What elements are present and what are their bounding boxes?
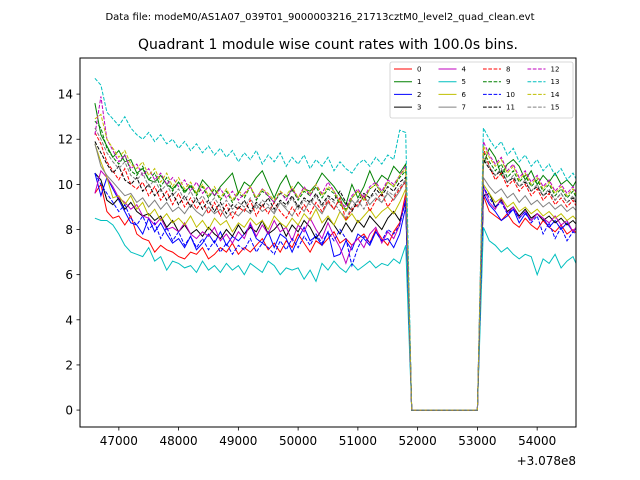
legend-label-7: 7 — [462, 104, 466, 112]
series-line-2 — [94, 172, 576, 411]
legend-label-3: 3 — [417, 104, 421, 112]
y-axis: 0 2 4 6 8 10 12 14 — [58, 88, 80, 418]
legend-label-15: 15 — [551, 104, 560, 112]
y-tick-label: 12 — [58, 133, 73, 147]
series-layer — [94, 77, 576, 411]
series-line-4 — [94, 169, 576, 411]
legend-label-8: 8 — [506, 66, 510, 74]
legend-label-2: 2 — [417, 91, 421, 99]
legend-label-10: 10 — [506, 91, 515, 99]
series-line-15 — [94, 127, 576, 411]
series-line-11 — [94, 141, 576, 411]
legend-frame — [389, 61, 574, 119]
y-tick-label: 2 — [65, 358, 73, 372]
y-tick-label: 10 — [58, 178, 73, 192]
series-line-10 — [94, 172, 576, 411]
x-tick-label: 52000 — [399, 434, 437, 448]
x-tick-label: 48000 — [160, 434, 198, 448]
x-tick-label: 53000 — [458, 434, 496, 448]
series-line-8 — [94, 132, 576, 411]
x-tick-label: 54000 — [518, 434, 556, 448]
x-axis: 47000 48000 49000 50000 51000 52000 53000 54000 — [100, 427, 556, 448]
series-line-9 — [94, 120, 576, 411]
legend-label-4: 4 — [462, 66, 467, 74]
y-tick-label: 6 — [65, 268, 73, 282]
series-line-12 — [94, 96, 576, 411]
series-line-3 — [94, 172, 576, 411]
legend-label-11: 11 — [506, 104, 515, 112]
legend-label-5: 5 — [462, 78, 466, 86]
x-tick-label: 47000 — [100, 434, 138, 448]
legend-label-1: 1 — [417, 78, 421, 86]
legend-label-9: 9 — [506, 78, 510, 86]
x-tick-label: 49000 — [219, 434, 257, 448]
plot-area-frame — [79, 57, 577, 428]
series-line-6 — [94, 143, 576, 411]
series-line-5 — [94, 217, 576, 411]
legend-label-0: 0 — [417, 66, 421, 74]
x-tick-label: 51000 — [339, 434, 377, 448]
y-tick-label: 0 — [65, 404, 73, 418]
y-tick-label: 8 — [65, 223, 73, 237]
series-line-14 — [94, 113, 576, 411]
series-line-13 — [94, 77, 576, 411]
y-tick-label: 14 — [58, 88, 73, 102]
x-axis-offset-label: +3.078e8 — [517, 454, 576, 468]
x-tick-label: 50000 — [279, 434, 317, 448]
data-file-title: Data file: modeM0/AS1A07_039T01_90000032… — [105, 12, 534, 23]
legend-label-6: 6 — [462, 91, 467, 99]
series-line-1 — [94, 103, 576, 411]
legend-label-12: 12 — [551, 66, 560, 74]
chart-title: Quadrant 1 module wise count rates with … — [138, 37, 518, 53]
legend-label-13: 13 — [551, 78, 560, 86]
y-tick-label: 4 — [65, 313, 73, 327]
legend-label-14: 14 — [551, 91, 560, 99]
